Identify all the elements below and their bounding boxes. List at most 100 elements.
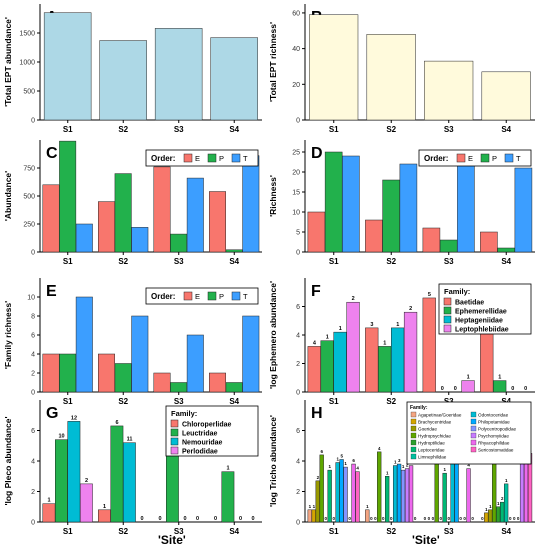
legend-label: Leuctridae: [182, 431, 218, 438]
legend-swatch: [410, 425, 417, 432]
bar: [123, 442, 136, 523]
bar: [461, 380, 475, 393]
x-tick-label: S3: [444, 125, 454, 134]
legend-title: Family:: [444, 287, 470, 296]
bar-data-label: 1: [497, 501, 500, 506]
legend-title: Order:: [424, 154, 448, 163]
bar-data-label: 2: [406, 463, 409, 468]
bar-data-label: 2: [501, 496, 504, 501]
legend-swatch: [470, 432, 477, 439]
y-tick-label: 0: [31, 390, 35, 397]
x-tick-label: S1: [63, 257, 73, 266]
legend-box: [145, 287, 259, 305]
bar-data-label: 0: [454, 386, 457, 392]
bar: [365, 219, 383, 253]
x-tick-label: S2: [386, 125, 396, 134]
bar: [131, 315, 149, 393]
legend-label: Sericostomatidae: [478, 448, 514, 453]
legend-label: P: [219, 292, 224, 301]
bar: [365, 509, 370, 523]
bar-data-label: 1: [383, 340, 386, 346]
bar-data-label: 0: [424, 516, 427, 521]
legend-label: Ephemerellidae: [455, 309, 507, 316]
legend-label: Goeridae: [418, 427, 437, 432]
panel-letter: F: [311, 283, 321, 300]
bar-data-label: 4: [467, 463, 470, 468]
y-tick-label: 2: [31, 489, 35, 496]
bar: [333, 331, 347, 393]
bar: [424, 60, 474, 121]
x-tick-label: S3: [444, 257, 454, 266]
bar-data-label: 1: [467, 375, 470, 381]
legend-swatch: [410, 432, 417, 439]
bar-data-label: 4: [378, 446, 381, 451]
bar-data-label: 1: [366, 504, 369, 509]
legend-label: Psychomyiidae: [478, 434, 509, 439]
legend-box: [145, 149, 259, 167]
bar-data-label: 2: [317, 475, 320, 480]
x-tick-label: S4: [501, 527, 511, 536]
bar: [404, 468, 410, 523]
bar: [351, 463, 356, 523]
bar: [42, 353, 60, 393]
y-tick-label: 20: [292, 170, 300, 177]
y-tick-label: 2: [296, 489, 300, 496]
y-tick-label: 15: [292, 190, 300, 197]
legend-label: Philopotamidae: [478, 420, 510, 425]
bar-data-label: 10: [58, 434, 64, 440]
bar-data-label: 0: [196, 516, 199, 522]
legend-label: Limnephilidae: [418, 455, 447, 460]
legend-swatch: [170, 428, 179, 437]
x-tick-label: S2: [118, 125, 128, 134]
x-tick-label: S2: [386, 397, 396, 406]
y-tick-label: 4: [31, 459, 35, 466]
x-tick-label: S1: [329, 125, 339, 134]
legend-swatch: [183, 153, 193, 163]
y-tick-label: 0: [31, 250, 35, 257]
legend-label: Brachycentridae: [418, 420, 452, 425]
bar: [422, 297, 436, 393]
bar: [225, 382, 243, 393]
bar-data-label: 0: [463, 516, 466, 521]
bar: [170, 382, 188, 393]
bar: [439, 239, 458, 253]
legend-label: T: [243, 292, 248, 301]
legend-label: E: [195, 292, 200, 301]
bar: [403, 311, 418, 393]
bar-data-label: 0: [432, 516, 435, 521]
bar-data-label: 4: [356, 466, 359, 471]
legend-swatch: [443, 324, 452, 333]
bar-data-label: 5: [428, 292, 431, 298]
bar: [55, 439, 68, 523]
bar: [324, 151, 343, 253]
bar: [422, 227, 441, 253]
y-axis-label: 'Total EPT abundance': [3, 17, 13, 107]
legend-swatch: [231, 291, 241, 301]
bar: [480, 231, 498, 253]
y-tick-label: 0: [31, 520, 35, 527]
legend-swatch: [231, 153, 241, 163]
legend-swatch: [470, 446, 477, 453]
panel-letter: E: [46, 283, 57, 300]
bar-data-label: 1: [336, 457, 339, 462]
x-tick-label: S4: [501, 397, 511, 406]
x-tick-label: S2: [386, 257, 396, 266]
bar: [307, 346, 321, 393]
bar-data-label: 0: [524, 386, 527, 392]
bar: [335, 462, 340, 523]
y-tick-label: 0: [296, 118, 300, 125]
legend-label: Hydroptilidae: [418, 441, 445, 446]
bar: [154, 28, 203, 121]
legend-label: Heptageniidae: [455, 318, 503, 325]
y-tick-label: 1500: [19, 31, 35, 38]
bar: [225, 249, 243, 253]
y-tick-label: 4: [31, 352, 35, 359]
panel-letter: D: [311, 145, 323, 162]
y-tick-label: 1000: [19, 60, 35, 67]
y-tick-label: 6: [296, 304, 300, 311]
bar-data-label: 1: [489, 504, 492, 509]
legend-label: T: [243, 154, 248, 163]
